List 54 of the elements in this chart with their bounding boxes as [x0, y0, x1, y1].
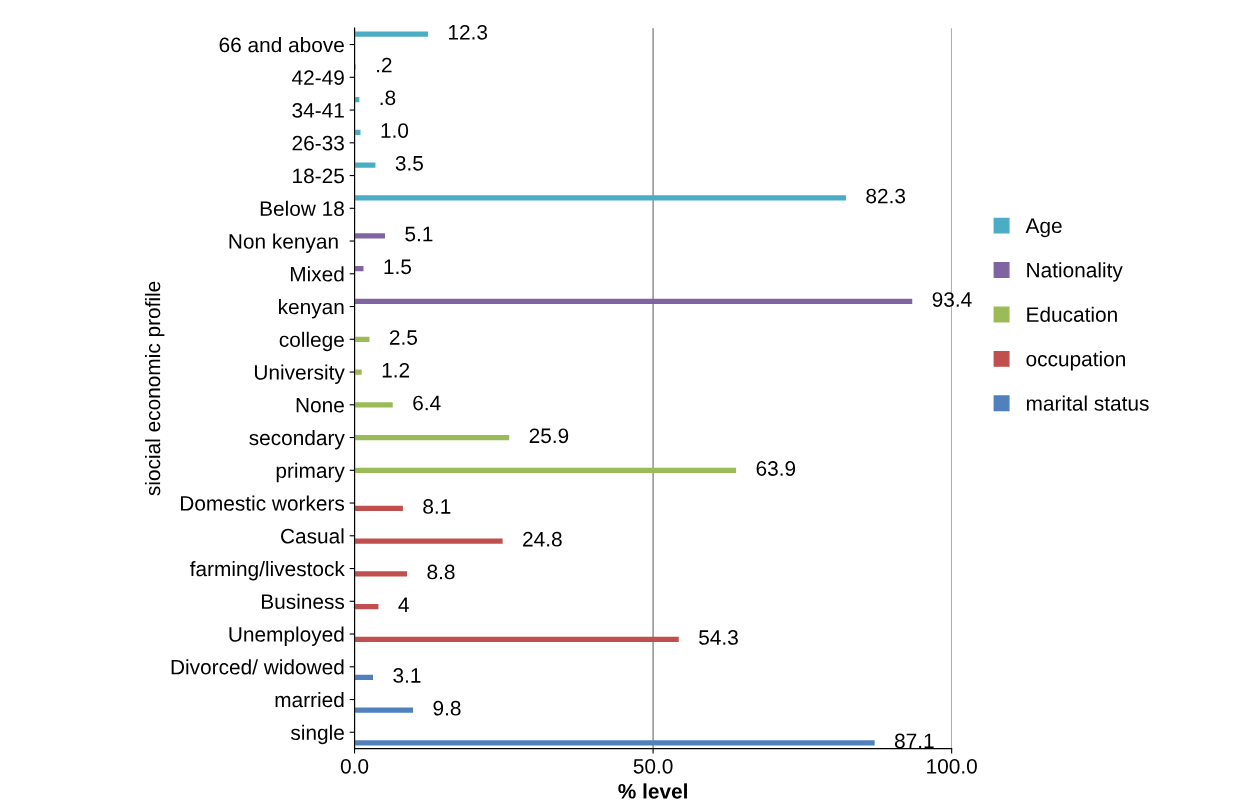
data-label: 6.4 — [413, 395, 441, 411]
data-label: 25.9 — [529, 428, 569, 444]
data-label: .2 — [377, 57, 392, 73]
y-axis-title: siocial economic profile — [145, 281, 165, 496]
y-tick-label: farming/livestock — [189, 560, 345, 581]
data-label: 12.3 — [449, 24, 488, 40]
data-label: 1.2 — [382, 362, 410, 378]
y-tick-label: 42-49 — [292, 70, 344, 86]
data-label: 87.1 — [894, 733, 934, 749]
y-tick-label: Casual — [281, 528, 344, 544]
data-label: .8 — [380, 90, 396, 106]
y-tick-label: Unemployed — [229, 626, 344, 646]
y-tick-label: 18-25 — [293, 168, 344, 184]
data-label: 8.1 — [423, 499, 451, 514]
y-tick-label: 26-33 — [292, 135, 344, 151]
legend-label: Education — [1027, 306, 1117, 322]
data-label: 63.9 — [756, 461, 796, 476]
y-tick-label: Below 18 — [260, 200, 344, 217]
y-tick-label: single — [290, 724, 344, 745]
y-tick-label: Business — [262, 593, 345, 610]
data-label: 24.8 — [523, 531, 562, 547]
y-tick-label: married — [275, 691, 344, 708]
y-tick-label: University — [254, 364, 345, 384]
x-tick-label: 100.0 — [927, 758, 977, 774]
data-label: 1.0 — [381, 123, 409, 138]
x-axis-title: % level — [618, 783, 687, 799]
x-tick-label: 50.0 — [633, 758, 673, 774]
data-label: 8.8 — [427, 564, 455, 580]
data-label: 9.8 — [433, 700, 461, 716]
legend-label: Nationality — [1027, 262, 1123, 282]
y-tick-label: 66 and above — [219, 37, 344, 53]
y-tick-label: Divorced/ widowed — [171, 659, 344, 675]
data-label: 1.5 — [384, 259, 412, 275]
data-label: 3.1 — [393, 668, 421, 683]
y-tick-label: Mixed — [290, 266, 344, 282]
data-label: 54.3 — [699, 630, 738, 645]
y-tick-label: secondary — [249, 429, 345, 450]
y-tick-label: None — [296, 398, 344, 413]
data-label: 5.1 — [405, 226, 433, 242]
y-tick-label: Non kenyan — [229, 233, 338, 253]
y-tick-label: college — [279, 331, 344, 352]
legend-label: Age — [1025, 218, 1062, 238]
legend-label: occupation — [1026, 351, 1125, 371]
data-label: 2.5 — [389, 330, 417, 345]
data-label: 3.5 — [395, 155, 423, 171]
data-label: 93.4 — [932, 292, 972, 307]
data-label: 82.3 — [866, 188, 906, 204]
x-tick-label: 0.0 — [340, 758, 369, 774]
y-tick-label: primary — [276, 462, 345, 483]
y-tick-label: kenyan — [279, 298, 344, 319]
y-tick-label: Domestic workers — [181, 495, 345, 511]
y-tick-label: 34-41 — [292, 103, 344, 118]
data-label: 4 — [398, 597, 409, 612]
legend-label: marital status — [1026, 395, 1149, 411]
